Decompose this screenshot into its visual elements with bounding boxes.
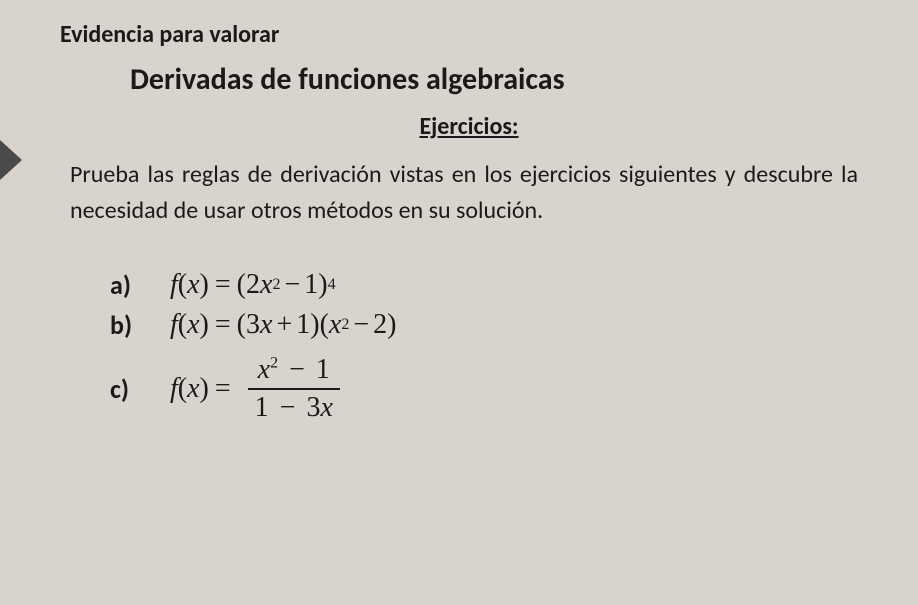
fn-name: f <box>170 309 178 341</box>
exp: 2 <box>341 316 349 334</box>
exercise-b: b) f(x) = (3x + 1)(x2 − 2) <box>110 309 868 341</box>
rparen: ) <box>200 309 209 341</box>
rparen: ) <box>318 269 327 301</box>
var: x <box>260 309 272 341</box>
fraction: x2 − 1 1 − 3x <box>245 352 343 426</box>
section-heading: Ejercicios: <box>70 112 868 141</box>
exercise-formula: f(x) = (3x + 1)(x2 − 2) <box>170 309 396 341</box>
coeff: 3 <box>246 309 260 341</box>
equals: = <box>215 373 231 405</box>
exercise-formula: f(x) = (2x2 − 1)4 <box>170 269 336 301</box>
exercise-formula: f(x) = x2 − 1 1 − 3x <box>170 352 343 426</box>
equals: = <box>215 309 231 341</box>
coeff: 2 <box>246 269 260 301</box>
op: − <box>284 269 300 301</box>
lparen: ( <box>320 309 329 341</box>
const: 1 <box>296 309 310 341</box>
main-title: Derivadas de funciones algebraicas <box>130 61 868 98</box>
exercise-label: c) <box>110 373 170 405</box>
const: 1 <box>255 392 269 423</box>
fn-var: x <box>187 373 199 405</box>
numerator: x2 − 1 <box>248 352 340 390</box>
lparen: ( <box>237 309 246 341</box>
rparen: ) <box>310 309 319 341</box>
op: − <box>353 309 369 341</box>
exercise-label: a) <box>110 269 170 301</box>
pre-title: Evidencia para valorar <box>60 20 868 49</box>
lparen: ( <box>237 269 246 301</box>
var: x <box>258 354 270 385</box>
op: − <box>280 392 296 423</box>
exercise-a: a) f(x) = (2x2 − 1)4 <box>110 269 868 301</box>
exercise-list: a) f(x) = (2x2 − 1)4 b) f(x) = (3x + 1)(… <box>110 269 868 429</box>
lparen: ( <box>178 373 187 405</box>
lparen: ( <box>178 269 187 301</box>
const: 1 <box>304 269 318 301</box>
exercise-label: b) <box>110 309 170 341</box>
fn-var: x <box>187 309 199 341</box>
instructions-text: Prueba las reglas de derivación vistas e… <box>70 157 868 229</box>
coeff: 3 <box>306 392 320 423</box>
var: x <box>320 392 332 423</box>
rparen: ) <box>200 269 209 301</box>
outer-exp: 4 <box>328 276 336 294</box>
rparen: ) <box>387 309 396 341</box>
const: 2 <box>373 309 387 341</box>
lparen: ( <box>178 309 187 341</box>
fn-name: f <box>170 373 178 405</box>
rparen: ) <box>200 373 209 405</box>
op: − <box>289 354 305 385</box>
op: + <box>276 309 292 341</box>
var: x <box>329 309 341 341</box>
exp: 2 <box>270 355 278 372</box>
page-edge-shadow <box>0 140 22 180</box>
denominator: 1 − 3x <box>245 390 343 426</box>
exp: 2 <box>272 276 280 294</box>
exercise-c: c) f(x) = x2 − 1 1 − 3x <box>110 349 868 429</box>
fn-name: f <box>170 269 178 301</box>
var: x <box>260 269 272 301</box>
fn-var: x <box>187 269 199 301</box>
equals: = <box>215 269 231 301</box>
const: 1 <box>316 354 330 385</box>
